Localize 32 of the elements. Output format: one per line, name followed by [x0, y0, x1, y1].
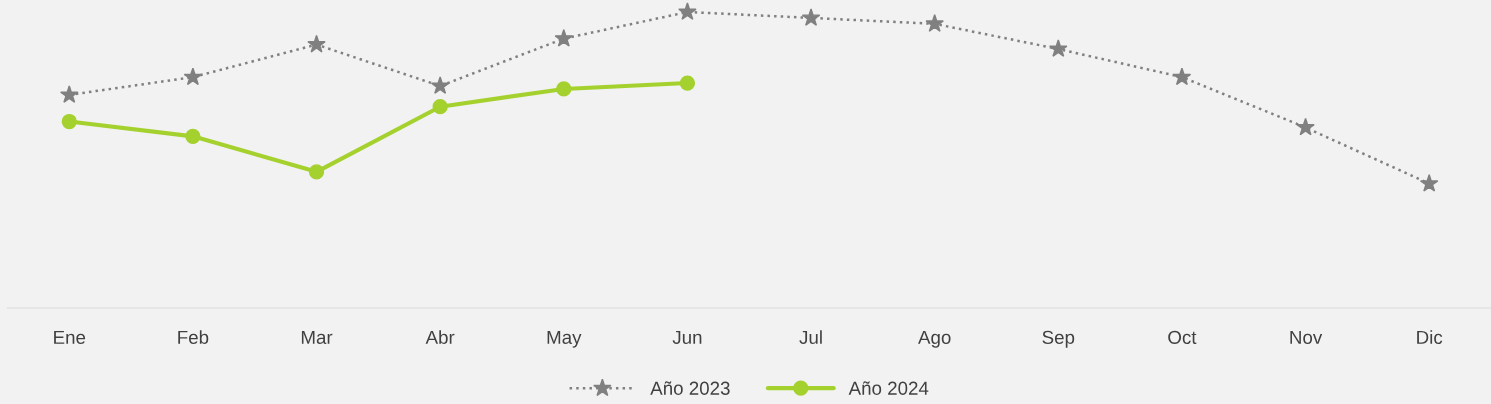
- x-tick-label: Feb: [178, 330, 209, 344]
- point: [679, 75, 696, 91]
- point: [183, 67, 203, 86]
- x-tick-label: Jul: [799, 330, 822, 344]
- point: [308, 164, 325, 180]
- x-tick-label: Abr: [425, 330, 455, 344]
- point: [61, 113, 77, 130]
- point: [554, 28, 574, 47]
- x-tick-label: Ago: [918, 330, 951, 348]
- x-tick-label: Jun: [672, 330, 702, 344]
- point: [1419, 173, 1439, 192]
- point: [432, 99, 448, 115]
- point: [925, 14, 944, 32]
- point: [59, 85, 79, 103]
- x-tick-label: Dic: [1417, 330, 1443, 344]
- point: [1172, 67, 1192, 86]
- x-tick-label: Ene: [54, 330, 86, 344]
- legend-label: Año 2024: [848, 381, 929, 395]
- point: [1296, 117, 1315, 136]
- x-tick-label: Oct: [1168, 330, 1197, 344]
- point: [307, 34, 326, 53]
- point: [185, 128, 201, 144]
- x-tick-label: Sep: [1042, 330, 1075, 348]
- point: [678, 2, 697, 20]
- point: [430, 76, 450, 94]
- point: [801, 8, 821, 26]
- legend-label: Año 2023: [650, 381, 730, 395]
- point: [1049, 39, 1068, 57]
- point: [556, 81, 572, 97]
- x-tick-label: Nov: [1290, 330, 1323, 344]
- x-tick-label: May: [547, 330, 582, 348]
- x-tick-label: Mar: [301, 330, 333, 344]
